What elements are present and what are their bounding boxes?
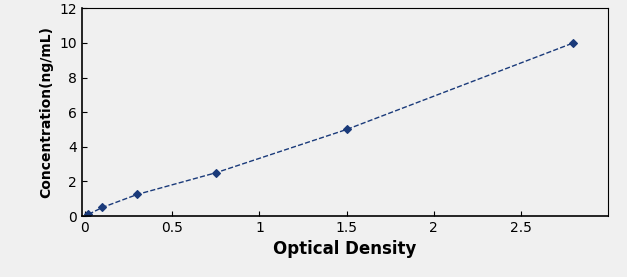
Y-axis label: Concentration(ng/mL): Concentration(ng/mL)	[40, 26, 53, 198]
X-axis label: Optical Density: Optical Density	[273, 240, 416, 258]
